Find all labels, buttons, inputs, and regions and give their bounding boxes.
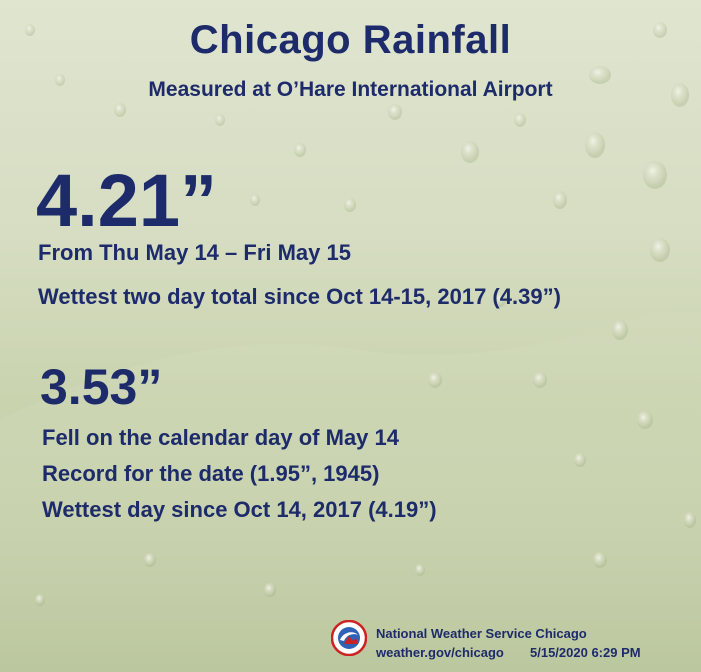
- nws-logo-icon: [331, 620, 367, 656]
- one-day-amount: 3.53”: [40, 359, 163, 415]
- one-day-line: Record for the date (1.95”, 1945): [42, 461, 380, 486]
- issued-timestamp: 5/15/2020 6:29 PM: [530, 645, 641, 660]
- page-subtitle: Measured at O’Hare International Airport: [148, 78, 553, 101]
- one-day-line: Wettest day since Oct 14, 2017 (4.19”): [42, 497, 437, 522]
- two-day-amount: 4.21”: [36, 159, 218, 242]
- nws-url-link[interactable]: weather.gov/chicago: [376, 645, 504, 660]
- nws-office-name: National Weather Service Chicago: [376, 626, 587, 641]
- two-day-note: Wettest two day total since Oct 14-15, 2…: [38, 284, 561, 309]
- page-title: Chicago Rainfall: [189, 18, 512, 62]
- two-day-period: From Thu May 14 – Fri May 15: [38, 240, 351, 265]
- one-day-line: Fell on the calendar day of May 14: [42, 425, 399, 450]
